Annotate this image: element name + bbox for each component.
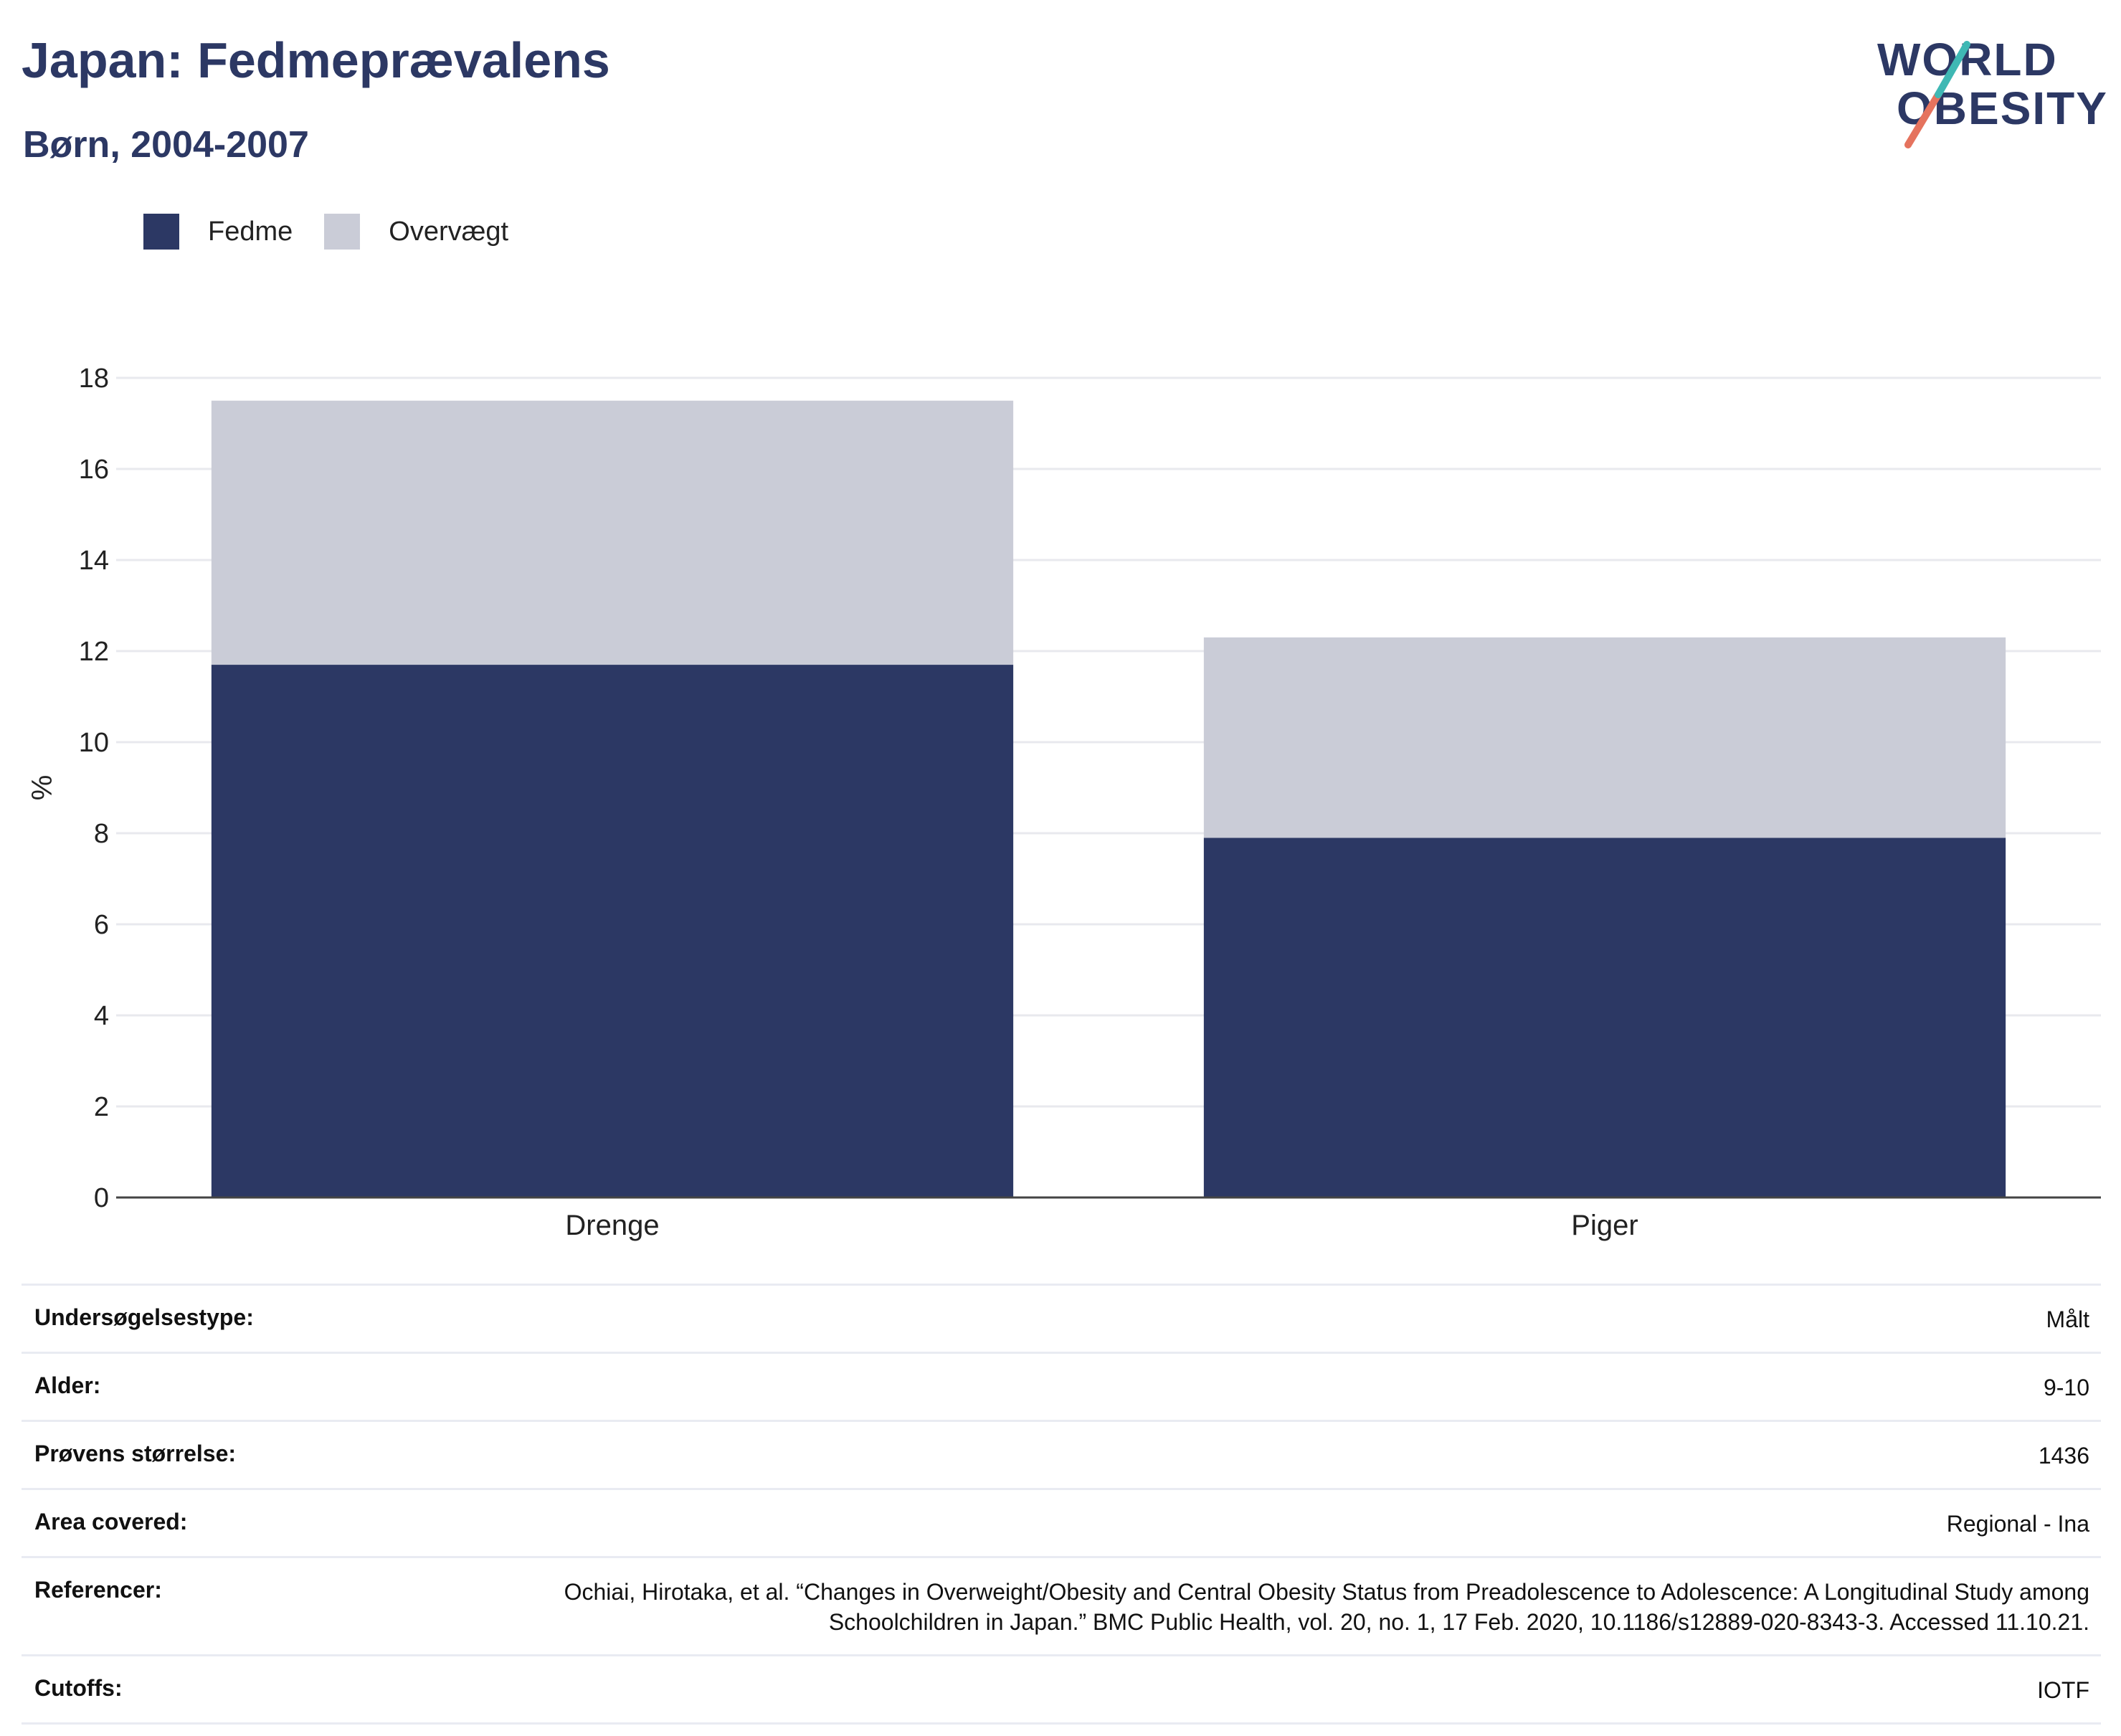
meta-value: 9-10: [2043, 1375, 2089, 1400]
chart-subtitle: Børn, 2004-2007: [23, 124, 309, 166]
y-tick-label: 12: [79, 637, 109, 667]
meta-key: Undersøgelsestype:: [34, 1304, 254, 1330]
chart-legend: Fedme Overvægt: [143, 212, 540, 251]
meta-value: IOTF: [2037, 1677, 2089, 1703]
meta-row-survey-type: Undersøgelsestype: Målt: [22, 1284, 2101, 1352]
y-tick-label: 8: [94, 819, 109, 849]
meta-key: Cutoffs:: [34, 1675, 123, 1701]
legend-swatch-overvaegt: [324, 214, 361, 250]
meta-value: Ochiai, Hirotaka, et al. “Changes in Ove…: [564, 1579, 2089, 1635]
y-tick-label: 16: [79, 455, 109, 485]
meta-value: 1436: [2038, 1443, 2089, 1469]
metadata-table: Undersøgelsestype: Målt Alder: 9-10 Prøv…: [22, 1284, 2101, 1725]
x-tick-label: Piger: [1571, 1210, 1638, 1241]
y-tick-label: 2: [94, 1092, 109, 1122]
y-tick-label: 10: [79, 728, 109, 758]
meta-key: Referencer:: [34, 1577, 162, 1603]
y-tick-label: 18: [79, 364, 109, 394]
world-obesity-logo: WORLD OBESITY: [1875, 23, 2107, 152]
legend-item-fedme[interactable]: Fedme: [143, 214, 293, 250]
meta-key: Prøvens størrelse:: [34, 1441, 237, 1466]
logo-slash-icon: [1904, 41, 1970, 148]
y-tick-label: 0: [94, 1183, 109, 1213]
bar-overvaegt-0: [211, 400, 1014, 665]
chart-title: Japan: Fedmeprævalens: [22, 32, 610, 88]
legend-label-fedme: Fedme: [208, 216, 293, 247]
x-tick-label: Drenge: [565, 1210, 659, 1241]
meta-row-sample-size: Prøvens størrelse: 1436: [22, 1420, 2101, 1488]
bar-fedme-0: [211, 665, 1014, 1197]
meta-row-age: Alder: 9-10: [22, 1352, 2101, 1420]
stacked-bar-chart: 0 2 4 6 8 10 12 14 16 18% Drenge Piger: [27, 364, 2101, 1241]
meta-key: Area covered:: [34, 1509, 188, 1535]
meta-key: Alder:: [34, 1372, 101, 1398]
bar-fedme-1: [1203, 838, 2006, 1197]
meta-value: Regional - Ina: [1946, 1511, 2089, 1537]
meta-row-references: Referencer: Ochiai, Hirotaka, et al. “Ch…: [22, 1556, 2101, 1654]
legend-label-overvaegt: Overvægt: [389, 216, 509, 247]
y-axis-label: %: [27, 775, 58, 801]
legend-item-overvaegt[interactable]: Overvægt: [324, 214, 508, 250]
y-tick-label: 6: [94, 910, 109, 940]
y-tick-label: 14: [79, 546, 109, 576]
y-tick-label: 4: [94, 1001, 109, 1031]
meta-value: Målt: [2046, 1306, 2089, 1332]
meta-row-cutoffs: Cutoffs: IOTF: [22, 1654, 2101, 1725]
meta-row-area-covered: Area covered: Regional - Ina: [22, 1488, 2101, 1556]
legend-swatch-fedme: [143, 214, 179, 250]
bar-overvaegt-1: [1203, 637, 2006, 838]
